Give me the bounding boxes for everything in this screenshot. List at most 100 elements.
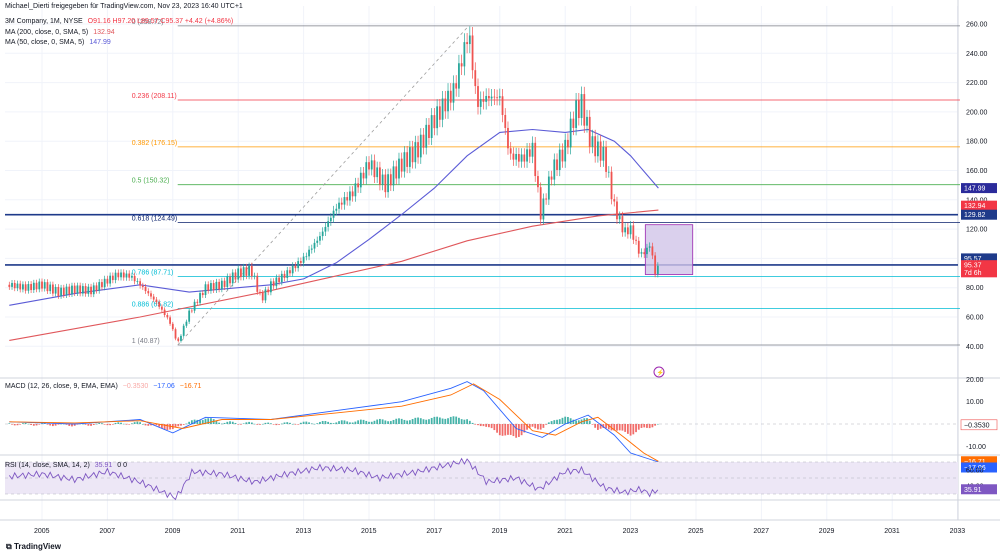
price-candle [305, 256, 308, 258]
rsi-legend[interactable]: RSI (14, close, SMA, 14, 2) 35.91 0 0 [5, 462, 130, 469]
price-candle [637, 240, 640, 254]
macd-legend[interactable]: MACD (12, 26, close, 9, EMA, EMA) −0.353… [5, 383, 204, 390]
price-candle [447, 90, 449, 112]
macd-histogram-bar [22, 423, 24, 424]
price-candle [283, 273, 286, 278]
macd-histogram-bar [19, 424, 22, 425]
macd-histogram-bar [117, 422, 120, 424]
price-candle [207, 284, 210, 291]
price-candle [329, 217, 332, 222]
macd-histogram-bar [182, 424, 185, 425]
time-axis-tick: 2021 [557, 528, 573, 535]
macd-histogram-bar [76, 424, 79, 425]
price-candle [280, 273, 283, 283]
rsi-value-tag [961, 484, 997, 495]
price-candle [240, 268, 242, 278]
macd-histogram-bar [161, 424, 163, 429]
price-candle [430, 115, 433, 139]
price-candle [507, 127, 509, 149]
macd-axis-tick: -10.00 [966, 444, 986, 451]
macd-histogram-bar [220, 423, 223, 425]
macd-histogram-bar [147, 424, 150, 426]
price-candle [528, 149, 531, 157]
time-axis-tick: 2009 [165, 528, 181, 535]
time-axis-tick: 2031 [884, 528, 900, 535]
macd-histogram-bar [324, 420, 327, 424]
price-candle [564, 139, 567, 162]
price-label-text: 129.82 [964, 212, 986, 219]
price-candle [493, 96, 496, 98]
price-candle [335, 208, 338, 211]
price-candle [408, 147, 411, 167]
price-label-text: 132.94 [964, 203, 986, 210]
macd-histogram-bar [174, 424, 177, 428]
price-candle [501, 96, 504, 115]
price-candle [577, 100, 580, 119]
macd-histogram-bar [370, 421, 373, 424]
price-candle [523, 154, 526, 162]
fib-level-label: 0.886 (65.82) [132, 301, 174, 308]
price-candle [384, 174, 387, 193]
price-candle [580, 94, 583, 119]
price-candle [340, 202, 343, 205]
price-candle [155, 299, 158, 303]
price-candle [567, 139, 569, 148]
price-candle [190, 310, 193, 312]
price-candle [122, 272, 125, 278]
macd-histogram-bar [128, 424, 131, 425]
price-candle [16, 283, 19, 289]
macd-histogram-bar [231, 421, 234, 424]
symbol-name[interactable]: 3M Company, 1M, NYSE [5, 18, 83, 25]
rsi-line [8, 457, 659, 501]
price-candle [477, 86, 479, 107]
price-candle [365, 162, 368, 179]
ma200-legend[interactable]: MA (200, close, 0, SMA, 5) 132.94 [5, 29, 118, 36]
price-candle [242, 267, 245, 278]
macd-histogram-bar [136, 421, 139, 424]
price-candle [196, 301, 199, 303]
price-candle [422, 134, 425, 148]
macd-histogram-bar [455, 416, 458, 424]
time-axis-tick: 2013 [296, 528, 312, 535]
price-candle [76, 285, 79, 294]
macd-histogram-bar [30, 424, 32, 426]
macd-histogram-bar [618, 424, 621, 431]
macd-histogram-bar [498, 424, 501, 436]
price-candle [656, 265, 659, 274]
macd-histogram-bar [624, 424, 627, 432]
macd-histogram-bar [479, 424, 482, 427]
price-candle [629, 225, 632, 235]
macd-value-text: −17.06 [964, 465, 986, 472]
macd-histogram-bar [32, 424, 35, 426]
price-candle [308, 249, 310, 257]
price-axis-tick: 260.00 [966, 22, 988, 29]
price-candle [229, 276, 231, 284]
price-candle [400, 158, 403, 172]
ma50-legend[interactable]: MA (50, close, 0, SMA, 5) 147.99 [5, 39, 114, 46]
macd-histogram-bar [433, 416, 436, 424]
price-label-text: 7d 6h [964, 270, 982, 277]
fib-level-label: 0.236 (208.11) [132, 93, 177, 100]
price-candle [101, 282, 103, 288]
macd-histogram-bar [92, 424, 95, 426]
macd-histogram-bar [520, 424, 523, 436]
price-candle [57, 286, 60, 297]
macd-histogram-bar [406, 420, 409, 424]
macd-histogram-bar [207, 418, 210, 424]
macd-histogram-bar [550, 421, 553, 424]
macd-histogram-bar [422, 419, 425, 424]
fib-level-label: 0.382 (176.15) [132, 140, 178, 147]
macd-histogram-bar [199, 420, 201, 424]
macd-histogram-bar [150, 424, 152, 426]
price-candle [466, 42, 468, 45]
macd-histogram-bar [400, 418, 403, 424]
price-candle [414, 142, 417, 163]
price-candle [460, 63, 463, 67]
macd-histogram-bar [526, 424, 528, 430]
macd-histogram-bar [594, 424, 597, 428]
price-candle [586, 116, 588, 126]
fib-level-label: 0 (258.72) [132, 19, 164, 26]
macd-histogram-bar [95, 423, 98, 425]
fib-level-label: 0.5 (150.32) [132, 178, 170, 185]
macd-histogram-bar [131, 423, 133, 424]
